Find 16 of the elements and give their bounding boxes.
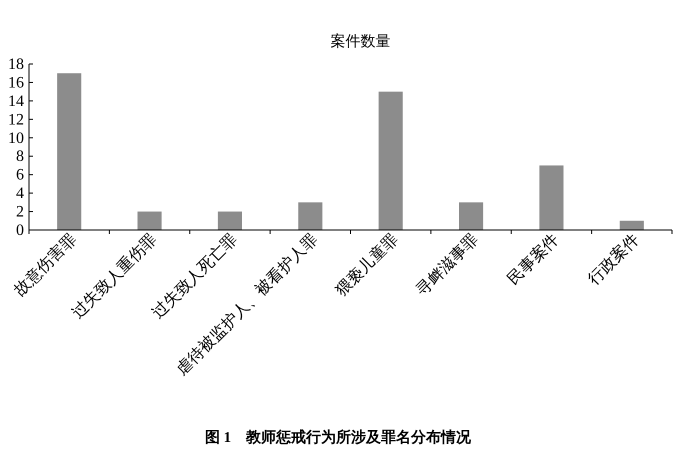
y-tick-label: 12 xyxy=(8,111,24,128)
y-tick-label: 4 xyxy=(16,185,24,202)
y-tick-label: 8 xyxy=(16,148,24,166)
y-tick-label: 16 xyxy=(8,74,24,92)
x-tick-label: 行政案件 xyxy=(584,230,643,288)
y-tick-label: 10 xyxy=(8,130,24,147)
x-tick-label: 寻衅滋事罪 xyxy=(412,230,482,300)
y-tick-label: 2 xyxy=(16,204,24,221)
caption: 图 1 教师惩戒行为所涉及罪名分布情况 xyxy=(204,429,472,446)
y-tick-label: 18 xyxy=(8,56,24,73)
y-tick-label: 0 xyxy=(16,222,24,239)
y-tick-label: 6 xyxy=(16,166,24,184)
y-tick-label: 14 xyxy=(8,92,24,110)
x-tick-label: 猥亵儿童罪 xyxy=(332,230,402,300)
x-tick-label: 民事案件 xyxy=(504,230,562,288)
chart-title: 案件数量 xyxy=(330,33,390,50)
